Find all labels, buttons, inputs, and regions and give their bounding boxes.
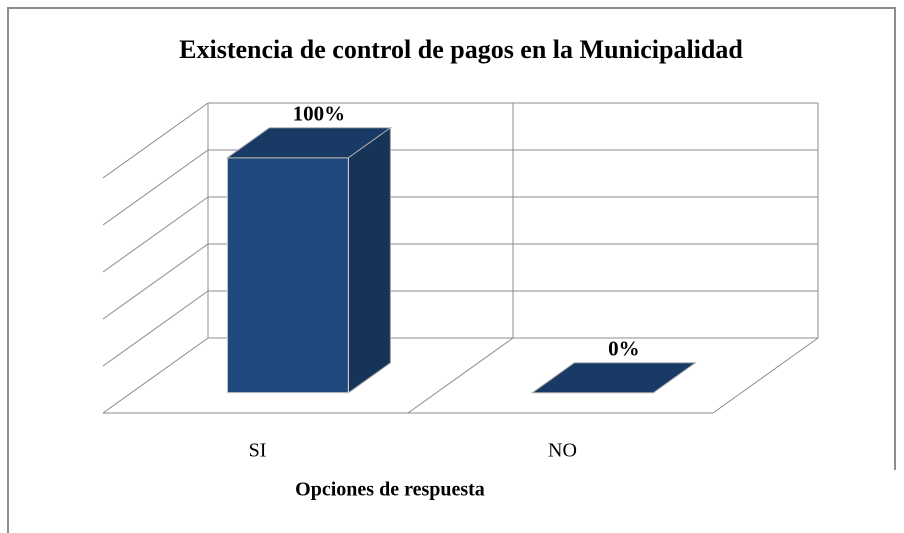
grid-line [102,102,209,179]
bar-top [225,127,392,159]
bar-front [226,157,349,394]
floor-edge [712,337,819,414]
walls [103,103,819,414]
x-axis-label: Opciones de respuesta [295,479,485,501]
grid-line [102,290,209,367]
value-label: 0% [608,337,640,361]
bar-top [530,362,697,394]
grid-line [102,196,209,273]
grid-line [102,337,209,414]
x-tick-label: SI [249,440,267,462]
bar-side [347,126,391,394]
x-tick-label: NO [548,440,577,462]
frame [7,7,896,533]
grid-line [102,243,209,320]
chart-title: Existencia de control de pagos en la Mun… [179,35,743,64]
grid-line [102,149,209,226]
value-label: 100% [293,102,346,126]
floor-divider [407,337,514,414]
